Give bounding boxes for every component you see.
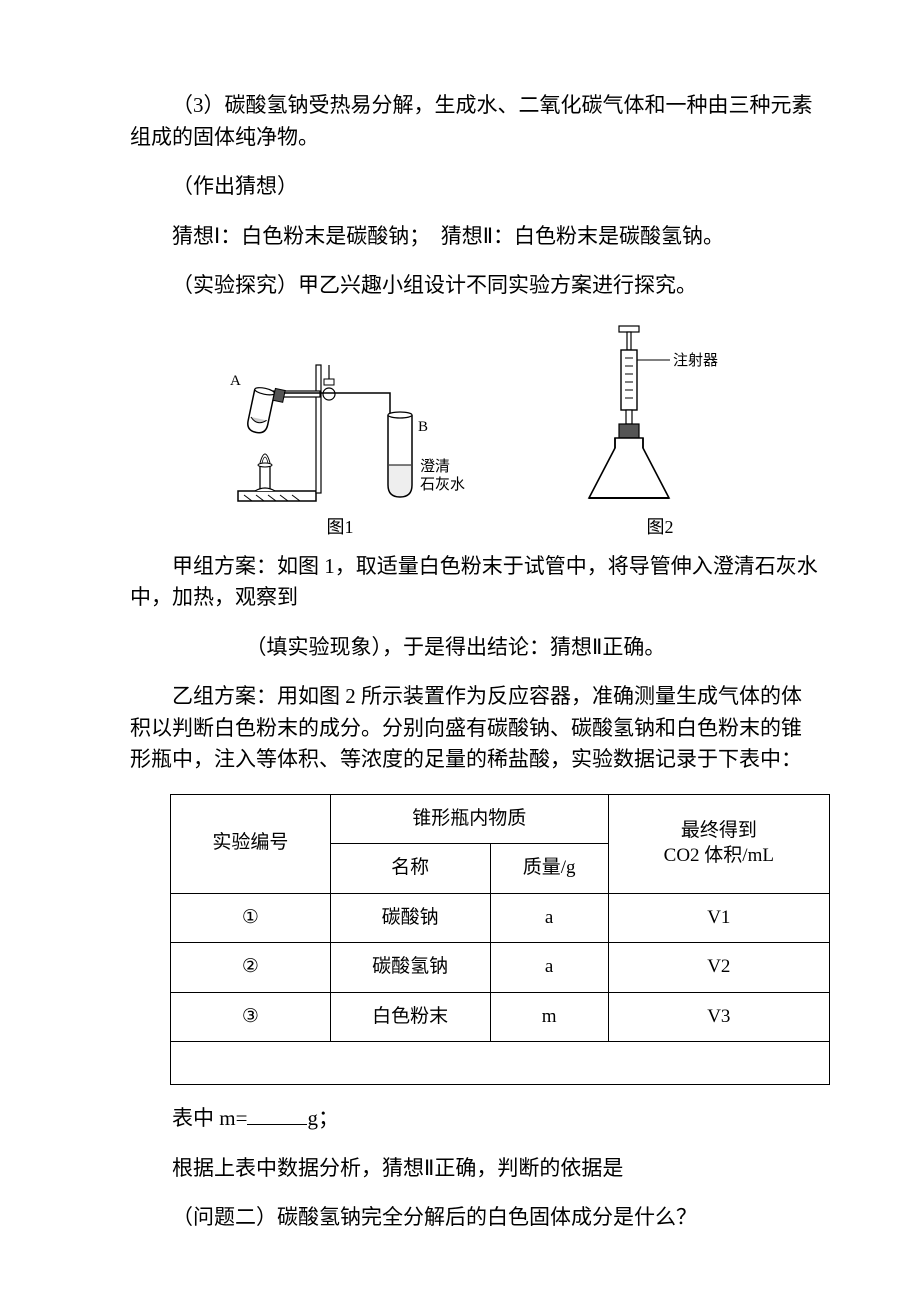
cell-name: 碳酸钠	[330, 893, 490, 943]
blank-m	[247, 1124, 307, 1125]
paragraph-analysis: 根据上表中数据分析，猜想Ⅱ正确，判断的依据是	[130, 1153, 820, 1185]
cell-no: ①	[171, 893, 331, 943]
cell-name: 白色粉末	[330, 992, 490, 1042]
table-head-no: 实验编号	[171, 794, 331, 893]
figure-2-caption: 图2	[647, 514, 674, 541]
figure-2-label-syringe: 注射器	[673, 352, 718, 369]
cell-mass: a	[490, 943, 608, 993]
cell-mass: a	[490, 893, 608, 943]
figure-1-label-a: A	[230, 373, 241, 389]
cell-empty	[171, 1042, 830, 1085]
cell-vol: V2	[608, 943, 829, 993]
table-head-vol-l2: CO2 体积/mL	[664, 845, 774, 866]
text-m-prefix: 表中 m=	[172, 1106, 247, 1130]
cell-no: ③	[171, 992, 331, 1042]
figure-2-svg: 注射器	[575, 320, 745, 510]
figure-1-label-liquid1: 澄清	[420, 458, 450, 475]
paragraph-experiment-heading: （实验探究）甲乙兴趣小组设计不同实验方案进行探究。	[130, 270, 820, 302]
cell-mass: m	[490, 992, 608, 1042]
table-head-name: 名称	[330, 844, 490, 894]
paragraph-guesses: 猜想Ⅰ：白色粉末是碳酸钠； 猜想Ⅱ：白色粉末是碳酸氢钠。	[130, 221, 820, 253]
paragraph-3: （3）碳酸氢钠受热易分解，生成水、二氧化碳气体和一种由三种元素组成的固体纯净物。	[130, 90, 820, 153]
figure-2-block: 注射器 图2	[575, 320, 745, 541]
figure-1-svg: A B 澄清 石灰水	[200, 345, 480, 510]
cell-vol: V1	[608, 893, 829, 943]
table-head-flask: 锥形瓶内物质	[330, 794, 608, 844]
table-row: ① 碳酸钠 a V1	[171, 893, 830, 943]
table-row: ② 碳酸氢钠 a V2	[171, 943, 830, 993]
table-head-mass: 质量/g	[490, 844, 608, 894]
paragraph-plan-a-2: （填实验现象），于是得出结论：猜想Ⅱ正确。	[130, 632, 820, 664]
paragraph-m-blank: 表中 m= g；	[130, 1103, 820, 1135]
figure-1-block: A B 澄清 石灰水 图1	[200, 345, 480, 541]
cell-vol: V3	[608, 992, 829, 1042]
table-row: ③ 白色粉末 m V3	[171, 992, 830, 1042]
data-table: 实验编号 锥形瓶内物质 最终得到 CO2 体积/mL 名称 质量/g ① 碳酸钠…	[170, 794, 830, 1086]
table-head-vol-l1: 最终得到	[681, 820, 757, 841]
cell-name: 碳酸氢钠	[330, 943, 490, 993]
paragraph-plan-a-1: 甲组方案：如图 1，取适量白色粉末于试管中，将导管伸入澄清石灰水中，加热，观察到	[130, 551, 820, 614]
paragraph-plan-b: 乙组方案：用如图 2 所示装置作为反应容器，准确测量生成气体的体积以判断白色粉末…	[130, 681, 820, 776]
figure-1-label-b: B	[418, 419, 428, 435]
paragraph-question-2: （问题二）碳酸氢钠完全分解后的白色固体成分是什么？	[130, 1202, 820, 1234]
paragraph-guess-heading: （作出猜想）	[130, 171, 820, 203]
figure-1-label-liquid2: 石灰水	[420, 476, 465, 493]
cell-no: ②	[171, 943, 331, 993]
figure-row: A B 澄清 石灰水 图1	[200, 320, 820, 541]
table-head-vol: 最终得到 CO2 体积/mL	[608, 794, 829, 893]
text-m-suffix: g；	[307, 1106, 339, 1130]
table-row: 实验编号 锥形瓶内物质 最终得到 CO2 体积/mL	[171, 794, 830, 844]
table-row-empty	[171, 1042, 830, 1085]
figure-1-caption: 图1	[327, 514, 354, 541]
